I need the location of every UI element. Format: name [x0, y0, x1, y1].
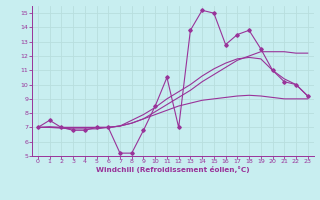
X-axis label: Windchill (Refroidissement éolien,°C): Windchill (Refroidissement éolien,°C) — [96, 166, 250, 173]
